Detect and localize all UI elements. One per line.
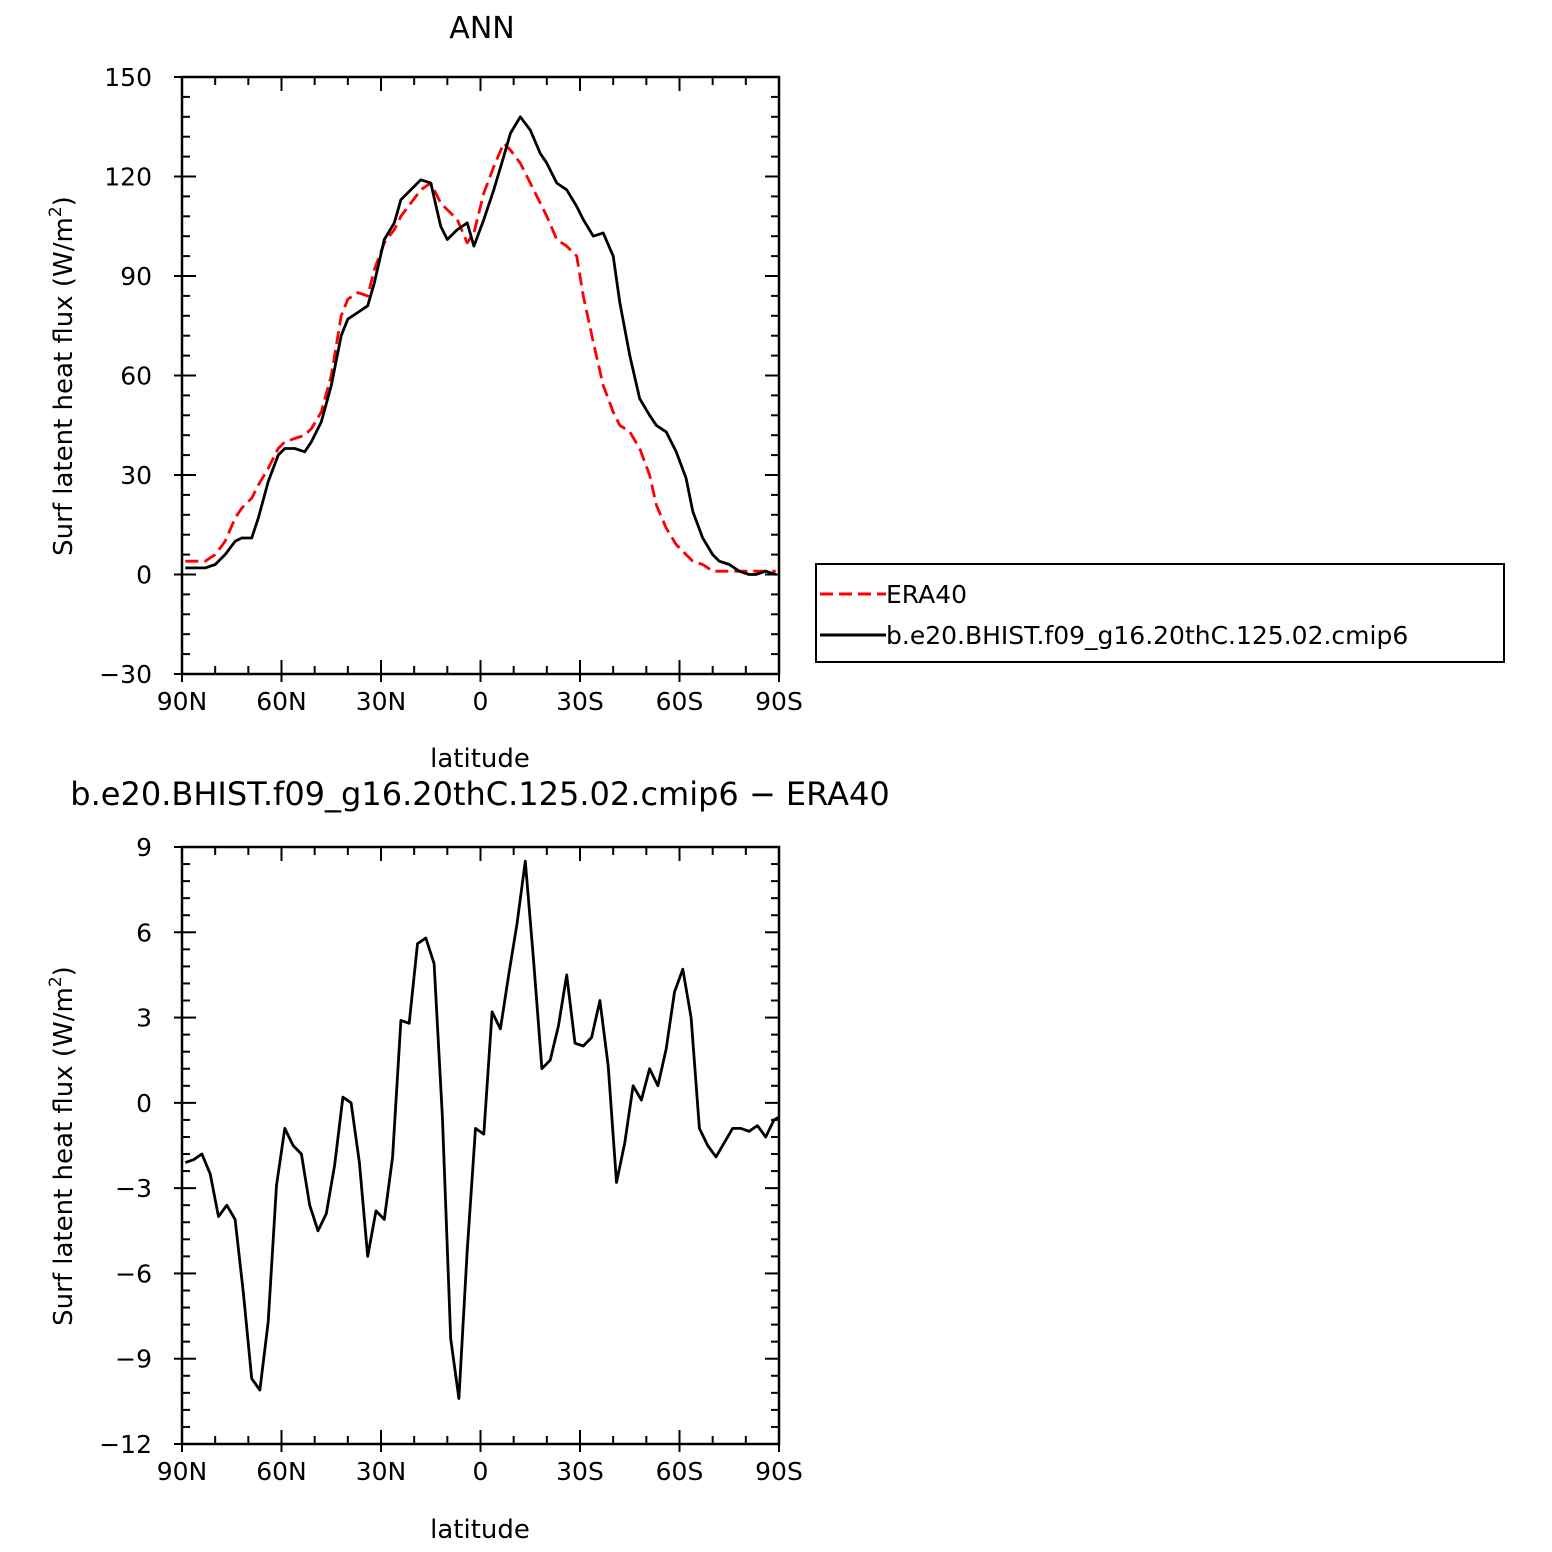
bottom-xtick-label: 30S <box>556 1457 604 1486</box>
top-ytick-label: 90 <box>120 262 152 291</box>
top-ytick-label: 150 <box>104 63 152 92</box>
top-series-model-line <box>185 115 777 576</box>
bottom-xtick-label: 30N <box>356 1457 407 1486</box>
top-panel-title: ANN <box>449 11 514 46</box>
bottom-ytick-label: −3 <box>115 1174 152 1203</box>
top-ytick-label: 30 <box>120 461 152 490</box>
top-ytick-label: 0 <box>136 561 152 590</box>
top-series-era40-line <box>185 141 776 573</box>
bottom-ytick-label: 9 <box>136 833 152 862</box>
bottom-xtick-label: 90N <box>157 1457 208 1486</box>
top-panel: ANN 90N 60N 30N 0 30S 60S 90S−300306090120150 … <box>46 11 803 774</box>
bottom-xtick-label: 90S <box>755 1457 803 1486</box>
bottom-panel-ylabel: Surf latent heat flux (W/m2) <box>46 966 79 1326</box>
bottom-panel-ylabel-main: Surf latent heat flux (W/m <box>49 987 79 1326</box>
top-panel-ylabel-sup: 2 <box>46 206 66 217</box>
bottom-xtick-label: 60N <box>256 1457 307 1486</box>
top-xtick-label: 90N <box>157 687 208 716</box>
top-panel-ylabel-main: Surf latent heat flux (W/m <box>49 217 79 556</box>
top-ytick-label: 60 <box>120 362 152 391</box>
top-panel-frame <box>180 75 781 676</box>
bottom-series-model-line <box>184 859 780 1400</box>
top-panel-axes: 90N 60N 30N 0 30S 60S 90S −30 0 30 60 90 120 150 <box>99 63 803 716</box>
bottom-xtick-label: 60S <box>656 1457 704 1486</box>
top-xtick-label: 90S <box>755 687 803 716</box>
legend-model-label: b.e20.BHIST.f09_g16.20thC.125.02.cmip6 <box>886 621 1408 650</box>
top-xtick-label: 0 <box>473 687 489 716</box>
bottom-ytick-label: −12 <box>99 1430 152 1459</box>
top-panel-ylabel: Surf latent heat flux (W/m2) <box>46 196 79 556</box>
top-xtick-label: 30S <box>556 687 604 716</box>
top-xtick-label: 60S <box>656 687 704 716</box>
top-ytick-label: 120 <box>104 163 152 192</box>
top-xtick-label: 30N <box>356 687 407 716</box>
bottom-panel-ylabel-sup: 2 <box>46 976 66 987</box>
top-xtick-label: 60N <box>256 687 307 716</box>
legend-era40-label: ERA40 <box>886 580 967 609</box>
bottom-panel-series <box>184 859 780 1400</box>
bottom-panel-xlabel: latitude <box>430 1515 530 1545</box>
top-panel-xlabel: latitude <box>430 744 530 774</box>
bottom-panel-ylabel-end: ) <box>49 966 79 976</box>
top-panel-series <box>185 115 777 576</box>
bottom-ytick-label: −6 <box>115 1259 152 1288</box>
bottom-ytick-label: −9 <box>115 1345 152 1374</box>
bottom-ytick-label: 0 <box>136 1089 152 1118</box>
bottom-panel: b.e20.BHIST.f09_g16.20thC.125.02.cmip6 −… <box>46 775 890 1545</box>
bottom-panel-title: b.e20.BHIST.f09_g16.20thC.125.02.cmip6 −… <box>70 775 889 813</box>
bottom-ytick-label: 6 <box>136 918 152 947</box>
top-ytick-label: −30 <box>99 660 152 689</box>
top-panel-ylabel-end: ) <box>49 196 79 206</box>
legend: ERA40 b.e20.BHIST.f09_g16.20thC.125.02.c… <box>815 563 1505 663</box>
bottom-panel-frame <box>180 845 781 1446</box>
bottom-ytick-label: 3 <box>136 1004 152 1033</box>
legend-frame <box>815 563 1505 663</box>
bottom-xtick-label: 0 <box>473 1457 489 1486</box>
